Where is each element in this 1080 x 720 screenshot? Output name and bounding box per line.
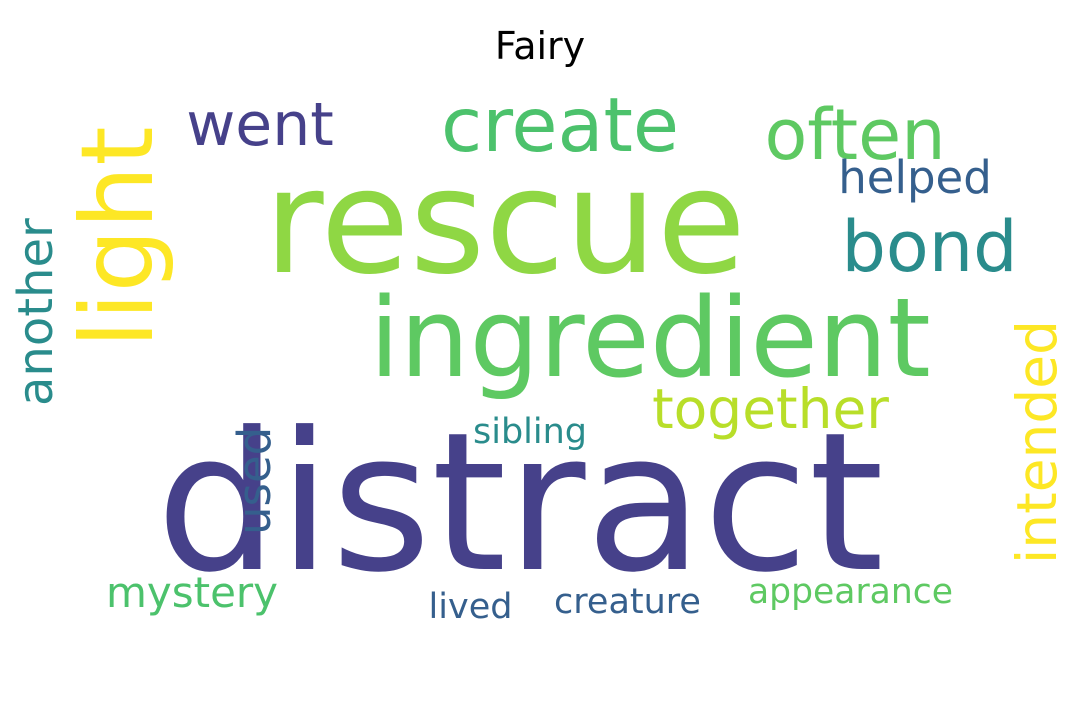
word-ingredient: ingredient	[369, 274, 931, 402]
word-creature: creature	[554, 582, 701, 622]
word-bond: bond	[841, 206, 1018, 288]
word-create: create	[440, 81, 680, 169]
word-rescue: rescue	[263, 138, 746, 307]
word-went: went	[186, 90, 334, 160]
word-lived: lived	[428, 587, 513, 627]
word-used: used	[228, 426, 281, 535]
word-mystery: mystery	[105, 568, 279, 617]
word-appearance: appearance	[748, 572, 953, 613]
word-distract: distract	[156, 392, 884, 615]
word-intended: intended	[1005, 319, 1069, 565]
word-another: another	[8, 218, 64, 407]
word-light: light	[59, 126, 176, 349]
word-sibling: sibling	[472, 412, 588, 452]
chart-title: Fairy	[494, 24, 586, 68]
word-often: often	[764, 94, 946, 176]
word-helped: helped	[838, 151, 992, 204]
word-together: together	[652, 377, 889, 441]
